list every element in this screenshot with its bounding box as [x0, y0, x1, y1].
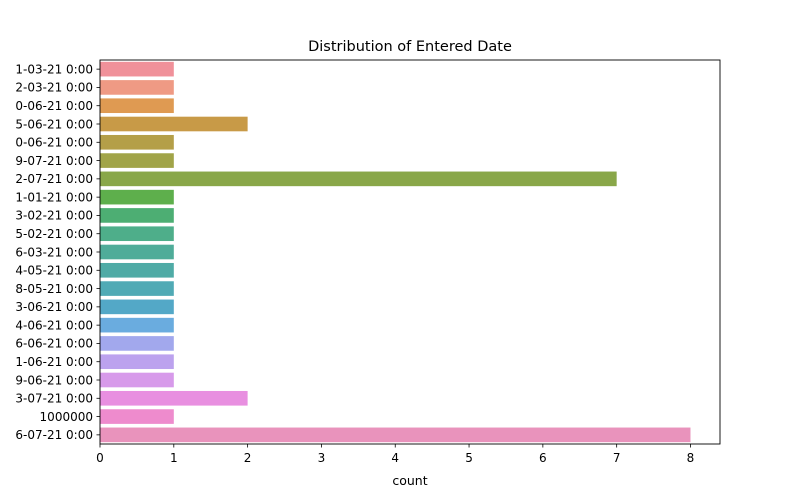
- x-axis-label: count: [392, 473, 427, 488]
- bar: [100, 336, 174, 351]
- x-tick-label: 0: [96, 451, 104, 465]
- y-tick-label: 8-05-21 0:00: [15, 282, 93, 296]
- bar: [100, 427, 691, 443]
- x-tick-label: 6: [539, 451, 547, 465]
- y-tick-label: 3-06-21 0:00: [15, 300, 93, 314]
- bar: [100, 116, 248, 132]
- y-tick-label: 2-03-21 0:00: [15, 81, 93, 95]
- bar: [100, 153, 174, 168]
- y-tick-label: 9-06-21 0:00: [15, 373, 93, 387]
- y-tick-label: 1000000: [40, 410, 93, 424]
- bar: [100, 299, 174, 315]
- y-tick-label: 3-02-21 0:00: [15, 209, 93, 223]
- y-tick-labels: 1-03-21 0:00 2-03-21 0:00 0-06-21 0:00 5-06…: [15, 62, 100, 442]
- x-tick-label: 4: [391, 451, 399, 465]
- x-tick-label: 5: [465, 451, 473, 465]
- y-tick-label: 2-07-21 0:00: [15, 172, 93, 186]
- y-tick-label: 6-06-21 0:00: [15, 337, 93, 351]
- y-tick-label: 4-05-21 0:00: [15, 264, 93, 278]
- x-tick-label: 3: [318, 451, 326, 465]
- bar: [100, 98, 174, 114]
- y-tick-label: 1-06-21 0:00: [15, 355, 93, 369]
- y-tick-label: 5-06-21 0:00: [15, 117, 93, 131]
- y-tick-label: 1-03-21 0:00: [15, 62, 93, 76]
- bar: [100, 354, 174, 370]
- bar: [100, 409, 174, 424]
- bar: [100, 317, 174, 333]
- bar: [100, 281, 174, 296]
- y-tick-label: 4-06-21 0:00: [15, 318, 93, 332]
- bar: [100, 61, 174, 77]
- bar: [100, 372, 174, 388]
- y-tick-label: 3-07-21 0:00: [15, 392, 93, 406]
- plot-frame: [99, 59, 721, 445]
- y-tick-label: 9-07-21 0:00: [15, 154, 93, 168]
- y-tick-label: 6-07-21 0:00: [15, 428, 93, 442]
- bar: [100, 171, 617, 187]
- chart-title: Distribution of Entered Date: [308, 39, 512, 55]
- x-tick-label: 2: [244, 451, 252, 465]
- y-tick-label: 6-03-21 0:00: [15, 245, 93, 259]
- bar: [100, 134, 174, 150]
- y-tick-label: 0-06-21 0:00: [15, 99, 93, 113]
- bar: [100, 189, 174, 205]
- y-tick-label: 1-01-21 0:00: [15, 190, 93, 204]
- x-tick-labels: 0 1 2 3 4 5 6 7 8: [96, 444, 694, 465]
- bar: [100, 390, 248, 406]
- bar: [100, 262, 174, 278]
- bar: [100, 244, 174, 260]
- y-tick-label: 5-02-21 0:00: [15, 227, 93, 241]
- bar: [100, 80, 174, 95]
- x-tick-label: 1: [170, 451, 178, 465]
- bars-group: [100, 61, 691, 443]
- bar: [100, 208, 174, 223]
- y-tick-label: 0-06-21 0:00: [15, 136, 93, 150]
- x-tick-label: 8: [687, 451, 695, 465]
- x-tick-label: 7: [613, 451, 621, 465]
- bar: [100, 226, 174, 242]
